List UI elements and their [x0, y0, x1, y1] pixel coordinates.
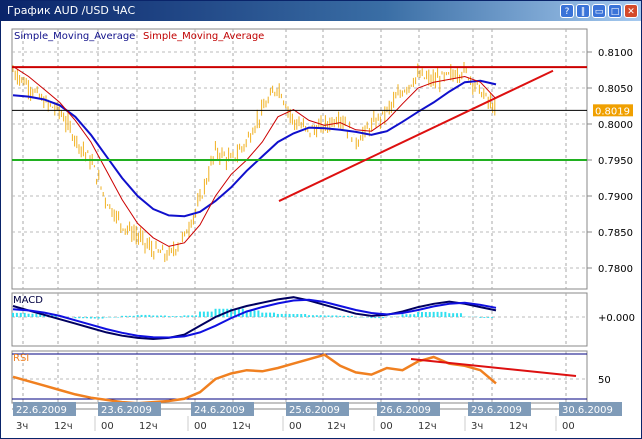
price-tick-label: 0.8000: [598, 120, 633, 131]
hour-label: 12ч: [139, 421, 158, 432]
date-label: 22.6.2009: [16, 405, 67, 416]
price-tick-label: 0.7950: [598, 156, 633, 167]
date-label: 23.6.2009: [101, 405, 152, 416]
sma-fast-line: [12, 65, 497, 247]
rsi-label: RSI: [13, 353, 29, 364]
pause-button[interactable]: ‖: [576, 4, 590, 18]
date-label-box: [191, 402, 254, 416]
minimize-button[interactable]: ▭: [592, 4, 606, 18]
hour-label: 12ч: [232, 421, 251, 432]
hour-label: 3ч: [471, 421, 483, 432]
date-label: 26.6.2009: [380, 405, 431, 416]
date-label-box: [286, 402, 349, 416]
price-chart[interactable]: Simple_Moving_Average Simple_Moving_Aver…: [1, 21, 641, 438]
price-tick-label: 0.8100: [598, 48, 633, 59]
date-label-box: [377, 402, 440, 416]
window-title: График AUD /USD ЧАС: [7, 4, 136, 17]
date-label: 25.6.2009: [289, 405, 340, 416]
hour-label: 12ч: [418, 421, 437, 432]
price-tick-label: 0.8050: [598, 84, 633, 95]
date-label: 29.6.2009: [471, 405, 522, 416]
close-button[interactable]: ✕: [624, 4, 638, 18]
hour-label: 00: [101, 421, 114, 432]
hour-label: 12ч: [327, 421, 346, 432]
date-label: 24.6.2009: [194, 405, 245, 416]
macd-zero-label: +0.000: [598, 313, 635, 324]
date-label-box: [98, 402, 161, 416]
macd-main-line: [12, 296, 497, 341]
rsi-line: [12, 353, 497, 405]
maximize-button[interactable]: □: [608, 4, 622, 18]
hour-label: 3ч: [16, 421, 28, 432]
hour-label: 00: [194, 421, 207, 432]
trendline: [278, 69, 554, 202]
price-tick-label: 0.7850: [598, 228, 633, 239]
macd-label: MACD: [13, 295, 43, 306]
price-tick-label: 0.7800: [598, 264, 633, 275]
rsi-50-label: 50: [598, 375, 611, 386]
date-label-box: [468, 402, 531, 416]
help-button[interactable]: ?: [560, 4, 574, 18]
legend-sma-fast: Simple_Moving_Average: [143, 31, 264, 42]
hour-label: 00: [289, 421, 302, 432]
current-price-badge: [593, 104, 633, 117]
hour-label: 00: [562, 421, 575, 432]
legend-sma-slow: Simple_Moving_Average: [14, 31, 135, 42]
sma-slow-line: [12, 79, 497, 218]
hour-label: 12ч: [509, 421, 528, 432]
date-label-box: [13, 402, 76, 416]
rsi-trendline: [410, 358, 577, 377]
date-label: 30.6.2009: [562, 405, 613, 416]
hour-label: 12ч: [54, 421, 73, 432]
date-label-box: [559, 402, 622, 416]
price-tick-label: 0.7900: [598, 192, 633, 203]
current-price-label: 0.8019: [595, 106, 630, 117]
macd-panel: [11, 292, 588, 347]
hour-label: 00: [380, 421, 393, 432]
macd-signal-line: [12, 298, 497, 339]
title-bar[interactable]: График AUD /USD ЧАС ? ‖ ▭ □ ✕: [1, 1, 641, 21]
